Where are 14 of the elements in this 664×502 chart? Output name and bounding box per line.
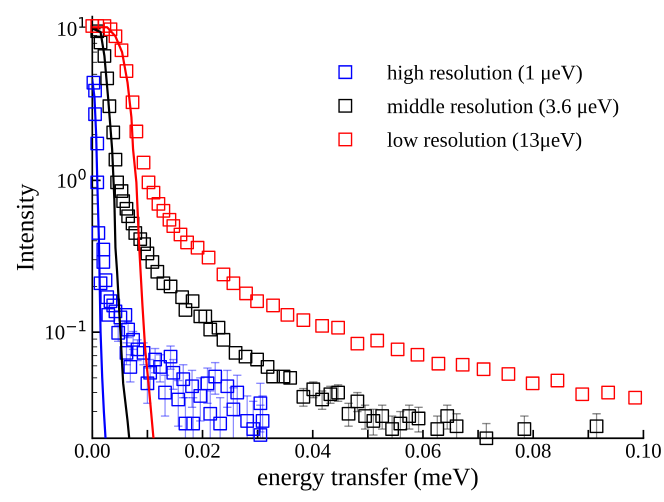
y-tick-label: 10$^{1}$ bbox=[58, 17, 86, 36]
legend-label: middle resolution (3.6 μeV) bbox=[387, 98, 618, 118]
y-tick-label: 10$^{0}$ bbox=[58, 168, 86, 188]
x-tick-label: 0.06 bbox=[406, 444, 441, 458]
x-axis-title: energy transfer (meV) bbox=[258, 468, 478, 491]
legend-label: high resolution (1 μeV) bbox=[387, 64, 582, 84]
y-axis-title: Intensity bbox=[16, 184, 39, 270]
legend-label: low resolution (13μeV) bbox=[387, 132, 582, 152]
x-tick-label: 0.04 bbox=[295, 444, 331, 458]
x-tick-label: 0.02 bbox=[185, 444, 220, 458]
x-tick-label: 0.00 bbox=[74, 444, 110, 458]
x-tick-label: 0.08 bbox=[516, 444, 551, 458]
y-tick-label: 10$^{−1}$ bbox=[46, 320, 86, 340]
x-tick-label: 0.10 bbox=[626, 444, 661, 458]
